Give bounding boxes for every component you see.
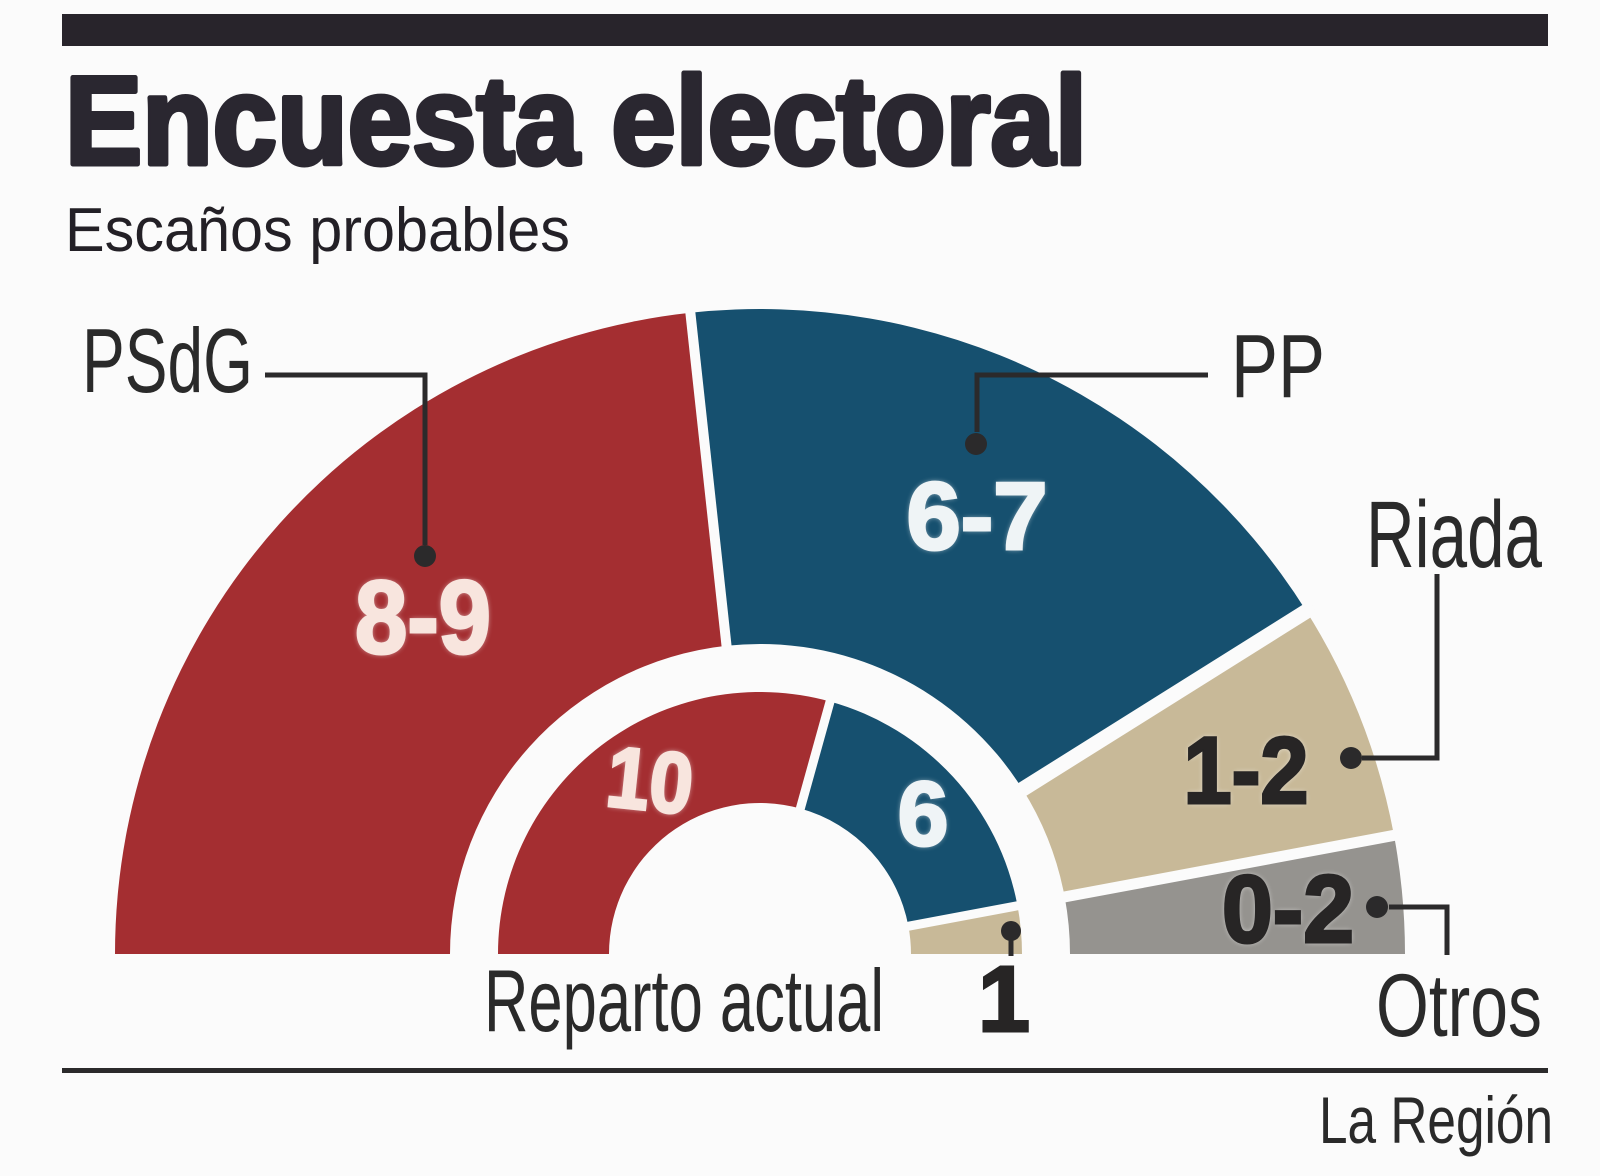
svg-text:1: 1 — [978, 947, 1030, 1051]
svg-text:1-2: 1-2 — [1184, 718, 1309, 824]
svg-text:Otros: Otros — [1376, 955, 1542, 1055]
svg-text:6-7: 6-7 — [907, 463, 1048, 570]
svg-text:0-2: 0-2 — [1222, 856, 1354, 963]
svg-text:8-9: 8-9 — [355, 560, 491, 676]
svg-text:PSdG: PSdG — [82, 311, 253, 412]
svg-text:6-7: 6-7 — [907, 463, 1048, 570]
svg-text:Escaños probables: Escaños probables — [65, 196, 570, 265]
svg-text:6: 6 — [898, 764, 949, 865]
svg-text:La Región: La Región — [1319, 1083, 1553, 1157]
svg-text:10: 10 — [602, 729, 698, 833]
svg-text:8-9: 8-9 — [355, 560, 491, 676]
svg-text:Riada: Riada — [1366, 482, 1542, 588]
svg-text:6: 6 — [898, 764, 949, 865]
svg-text:Reparto actual: Reparto actual — [484, 951, 884, 1050]
svg-text:10: 10 — [602, 729, 698, 833]
svg-text:1: 1 — [978, 947, 1030, 1051]
svg-text:0-2: 0-2 — [1222, 856, 1354, 963]
svg-text:Encuesta electoral: Encuesta electoral — [65, 52, 1087, 191]
svg-text:PP: PP — [1231, 317, 1325, 417]
svg-text:1-2: 1-2 — [1184, 718, 1309, 824]
